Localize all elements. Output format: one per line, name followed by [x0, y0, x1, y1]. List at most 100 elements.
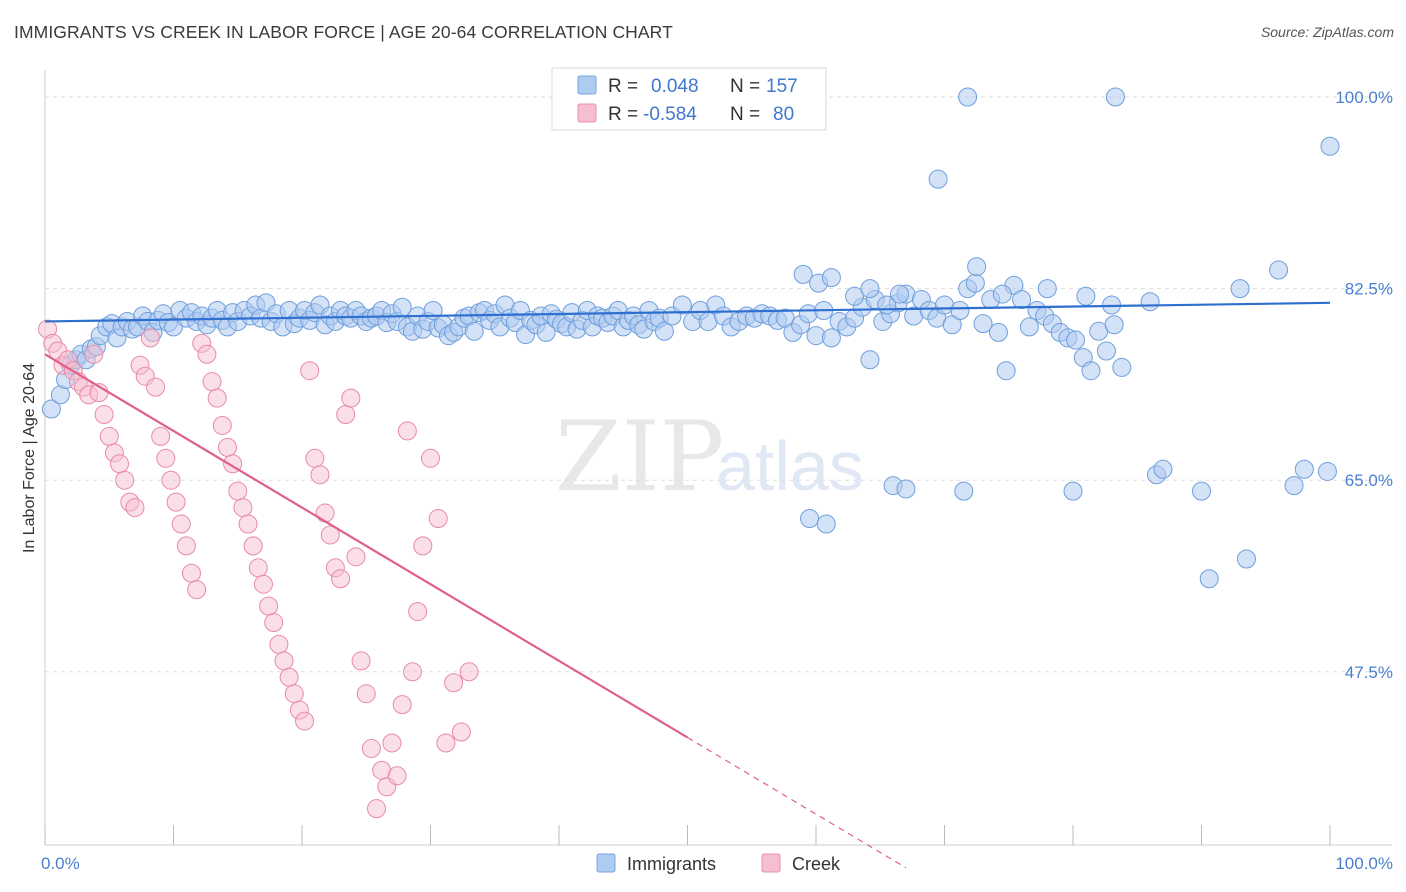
creek-point: [161, 470, 181, 490]
creek-point: [310, 465, 330, 485]
legend-n-label-creek: N =: [730, 104, 760, 125]
creek-point: [336, 405, 356, 425]
creek-point: [444, 673, 464, 693]
creek-point: [151, 426, 171, 446]
immigrants-point: [928, 169, 948, 189]
immigrants-point: [988, 322, 1008, 342]
creek-point: [382, 733, 402, 753]
immigrants-point: [464, 321, 484, 341]
creek-point: [243, 536, 263, 556]
creek-point: [248, 558, 268, 578]
creek-point: [331, 569, 351, 589]
creek-point: [387, 766, 407, 786]
x-tick-label: 100.0%: [1335, 854, 1393, 873]
legend-n-value-creek: 80: [773, 104, 794, 125]
immigrants-point: [536, 322, 556, 342]
immigrants-point: [1012, 290, 1032, 310]
immigrants-point: [860, 279, 880, 299]
immigrants-point: [793, 264, 813, 284]
immigrants-point: [1081, 361, 1101, 381]
immigrants-point: [1105, 87, 1125, 107]
creek-point: [315, 503, 335, 523]
data-points: [38, 87, 1340, 819]
legend-r-value-creek: -0.584: [643, 104, 697, 125]
bottom-legend-label-immigrants: Immigrants: [627, 854, 716, 874]
creek-point: [295, 711, 315, 731]
creek-point: [408, 602, 428, 622]
immigrants-point: [1096, 341, 1116, 361]
immigrants-point: [41, 399, 61, 419]
immigrants-point: [800, 509, 820, 529]
chart-title: IMMIGRANTS VS CREEK IN LABOR FORCE | AGE…: [14, 22, 673, 42]
creek-point: [451, 722, 471, 742]
immigrants-point: [1140, 292, 1160, 312]
immigrants-point: [1230, 279, 1250, 299]
immigrants-trend-line: [44, 301, 1331, 323]
chart-source: Source: ZipAtlas.com: [1260, 24, 1394, 40]
bottom-legend: Immigrants Creek: [596, 853, 841, 874]
immigrants-point: [1317, 461, 1337, 481]
creek-point: [279, 667, 299, 687]
y-tick-label: 47.5%: [1345, 663, 1393, 682]
creek-point: [413, 536, 433, 556]
legend-swatch-creek: [577, 103, 597, 123]
immigrants-point: [954, 481, 974, 501]
immigrants-point: [1066, 330, 1086, 350]
y-axis-label: In Labor Force | Age 20-64: [21, 363, 38, 553]
creek-point: [212, 415, 232, 435]
watermark-atlas: atlas: [716, 427, 864, 505]
creek-point: [305, 448, 325, 468]
bottom-legend-swatch-immigrants: [596, 853, 616, 873]
creek-point: [403, 662, 423, 682]
legend-n-label-immigrants: N =: [730, 76, 760, 97]
creek-point: [274, 651, 294, 671]
axes: [44, 70, 1392, 846]
creek-point: [84, 344, 104, 364]
creek-point: [94, 405, 114, 425]
immigrants-point: [973, 314, 993, 334]
creek-point: [115, 470, 135, 490]
creek-point: [217, 437, 237, 457]
immigrants-point: [1320, 136, 1340, 156]
legend-r-label-creek: R =: [608, 104, 638, 125]
grid-lines: [45, 96, 1392, 673]
creek-point: [264, 613, 284, 633]
creek-point: [181, 563, 201, 583]
immigrants-point: [890, 284, 910, 304]
immigrants-point: [992, 284, 1012, 304]
creek-point: [367, 799, 387, 819]
creek-point: [146, 377, 166, 397]
bottom-legend-swatch-creek: [761, 853, 781, 873]
x-tick-label: 0.0%: [41, 854, 80, 873]
immigrants-point: [845, 286, 865, 306]
bottom-legend-label-creek: Creek: [792, 854, 841, 874]
creek-point: [233, 498, 253, 518]
creek-point: [197, 344, 217, 364]
legend-n-value-immigrants: 157: [766, 76, 798, 97]
creek-point: [238, 514, 258, 534]
immigrants-point: [816, 514, 836, 534]
creek-point: [436, 733, 456, 753]
immigrants-point: [1037, 279, 1057, 299]
immigrants-point: [1294, 459, 1314, 479]
creek-trend-line-extension: [687, 736, 907, 869]
immigrants-point: [1192, 481, 1211, 501]
immigrants-point: [1284, 476, 1304, 496]
creek-point: [392, 695, 412, 715]
creek-point: [459, 662, 479, 682]
y-tick-label: 65.0%: [1345, 471, 1393, 490]
creek-point: [351, 651, 371, 671]
creek-point: [110, 454, 130, 474]
creek-point: [202, 372, 222, 392]
legend-swatch-immigrants: [577, 75, 597, 95]
legend-r-label-immigrants: R =: [608, 76, 638, 97]
creek-point: [259, 596, 279, 616]
immigrants-point: [996, 361, 1016, 381]
immigrants-point: [896, 479, 916, 499]
creek-point: [171, 514, 191, 534]
creek-point: [341, 388, 361, 408]
immigrants-point: [654, 321, 674, 341]
creek-point: [284, 684, 304, 704]
creek-point: [300, 361, 320, 381]
